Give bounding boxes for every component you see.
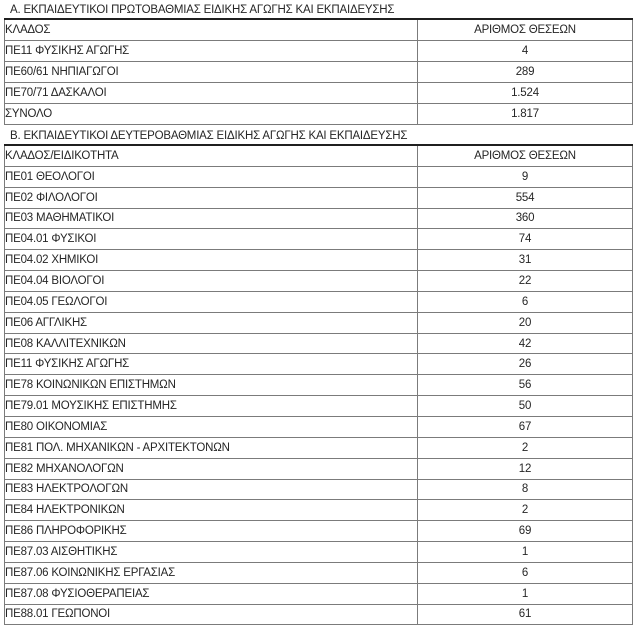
row-value-cell: 22 <box>417 270 633 292</box>
table-row: ΠΕ87.08 ΦΥΣΙΟΘΕΡΑΠΕΙΑΣ 1 <box>4 582 633 605</box>
column-header-positions: ΑΡΙΘΜΟΣ ΘΕΣΕΩΝ <box>417 144 633 167</box>
row-value-cell: 289 <box>417 61 633 83</box>
row-label-cell: ΠΕ02 ΦΙΛΟΛΟΓΟΙ <box>4 186 418 209</box>
section-b-title: Β. ΕΚΠΑΙΔΕΥΤΙΚΟΙ ΔΕΥΤΕΡΟΒΑΘΜΙΑΣ ΕΙΔΙΚΗΣ … <box>10 130 408 142</box>
row-value-cell: 1 <box>417 582 633 605</box>
section-a-title: Α. ΕΚΠΑΙΔΕΥΤΙΚΟΙ ΠΡΩΤΟΒΑΘΜΙΑΣ ΕΙΔΙΚΗΣ ΑΓ… <box>10 4 395 16</box>
table-row: ΣΥΝΟΛΟ 1.817 <box>4 103 633 125</box>
row-value-cell: 554 <box>417 186 633 209</box>
row-value-cell: 26 <box>417 353 633 376</box>
column-header-positions: ΑΡΙΘΜΟΣ ΘΕΣΕΩΝ <box>417 18 633 41</box>
table-row: ΠΕ70/71 ΔΑΣΚΑΛΟΙ 1.524 <box>4 82 633 104</box>
row-label-cell: ΠΕ04.05 ΓΕΩΛΟΓΟΙ <box>4 290 418 313</box>
column-header-klados-eidikotita: ΚΛΑΔΟΣ/ΕΙΔΙΚΟΤΗΤΑ <box>4 144 418 167</box>
table-row: ΠΕ04.05 ΓΕΩΛΟΓΟΙ 6 <box>4 290 633 313</box>
row-value-cell: 1.524 <box>417 82 633 104</box>
row-label-cell: ΠΕ60/61 ΝΗΠΙΑΓΩΓΟΙ <box>4 61 418 83</box>
row-value-cell: 42 <box>417 332 633 355</box>
table-row: ΠΕ84 ΗΛΕΚΤΡΟΝΙΚΩΝ 2 <box>4 499 633 522</box>
row-label-cell: ΠΕ81 ΠΟΛ. ΜΗΧΑΝΙΚΩΝ - ΑΡΧΙΤΕΚΤΟΝΩΝ <box>4 436 418 459</box>
row-label-cell: ΠΕ04.02 ΧΗΜΙΚΟΙ <box>4 249 418 272</box>
row-value-cell: 61 <box>417 603 633 625</box>
table-row: ΠΕ03 ΜΑΘΗΜΑΤΙΚΟΙ 360 <box>4 207 633 230</box>
table-row: ΠΕ87.03 ΑΙΣΘΗΤΙΚΗΣ 1 <box>4 541 633 563</box>
row-value-cell: 2 <box>417 436 633 459</box>
row-value-cell: 31 <box>417 249 633 272</box>
table-row: ΠΕ04.01 ΦΥΣΙΚΟΙ 74 <box>4 228 633 251</box>
table-row: ΠΕ79.01 ΜΟΥΣΙΚΗΣ ΕΠΙΣΤΗΜΗΣ 50 <box>4 395 633 417</box>
row-label-cell: ΠΕ83 ΗΛΕΚΤΡΟΛΟΓΩΝ <box>4 478 418 501</box>
table-row: ΠΕ87.06 ΚΟΙΝΩΝΙΚΗΣ ΕΡΓΑΣΙΑΣ 6 <box>4 561 633 584</box>
row-label-cell: ΠΕ70/71 ΔΑΣΚΑΛΟΙ <box>4 82 418 104</box>
table-row: ΠΕ06 ΑΓΓΛΙΚΗΣ 20 <box>4 311 633 334</box>
row-value-cell: 1.817 <box>417 103 633 125</box>
table-row: ΠΕ01 ΘΕΟΛΟΓΟΙ 9 <box>4 165 633 188</box>
row-label-cell: ΠΕ04.01 ΦΥΣΙΚΟΙ <box>4 228 418 251</box>
row-label-cell: ΠΕ87.08 ΦΥΣΙΟΘΕΡΑΠΕΙΑΣ <box>4 582 418 605</box>
table-row: ΠΕ78 ΚΟΙΝΩΝΙΚΩΝ ΕΠΙΣΤΗΜΩΝ 56 <box>4 374 633 397</box>
row-value-cell: 4 <box>417 40 633 62</box>
row-value-cell: 9 <box>417 165 633 188</box>
table-row: ΠΕ02 ΦΙΛΟΛΟΓΟΙ 554 <box>4 186 633 209</box>
table-row: ΠΕ82 ΜΗΧΑΝΟΛΟΓΩΝ 12 <box>4 457 633 480</box>
row-label-cell: ΠΕ78 ΚΟΙΝΩΝΙΚΩΝ ΕΠΙΣΤΗΜΩΝ <box>4 374 418 397</box>
primary-table-body: ΠΕ11 ΦΥΣΙΚΗΣ ΑΓΩΓΗΣ 4 ΠΕ60/61 ΝΗΠΙΑΓΩΓΟΙ 28… <box>4 40 633 125</box>
table-row: ΠΕ80 ΟΙΚΟΝΟΜΙΑΣ 67 <box>4 415 633 438</box>
secondary-table-body: ΠΕ01 ΘΕΟΛΟΓΟΙ 9 ΠΕ02 ΦΙΛΟΛΟΓΟΙ 554 ΠΕ03 ΜΑΘΗ… <box>4 165 633 625</box>
table-row: ΠΕ08 ΚΑΛΛΙΤΕΧΝΙΚΩΝ 42 <box>4 332 633 355</box>
row-value-cell: 8 <box>417 478 633 501</box>
row-value-cell: 12 <box>417 457 633 480</box>
section-primary-education: Α. ΕΚΠΑΙΔΕΥΤΙΚΟΙ ΠΡΩΤΟΒΑΘΜΙΑΣ ΕΙΔΙΚΗΣ ΑΓ… <box>4 4 641 125</box>
table-row: ΠΕ11 ΦΥΣΙΚΗΣ ΑΓΩΓΗΣ 4 <box>4 40 633 62</box>
row-value-cell: 67 <box>417 415 633 438</box>
table-row: ΠΕ04.04 ΒΙΟΛΟΓΟΙ 22 <box>4 270 633 292</box>
row-value-cell: 20 <box>417 311 633 334</box>
row-label-cell: ΠΕ01 ΘΕΟΛΟΓΟΙ <box>4 165 418 188</box>
row-label-cell: ΠΕ03 ΜΑΘΗΜΑΤΙΚΟΙ <box>4 207 418 230</box>
table-row: ΠΕ88.01 ΓΕΩΠΟΝΟΙ 61 <box>4 603 633 625</box>
row-label-cell: ΠΕ82 ΜΗΧΑΝΟΛΟΓΩΝ <box>4 457 418 480</box>
table-row: ΠΕ60/61 ΝΗΠΙΑΓΩΓΟΙ 289 <box>4 61 633 83</box>
row-label-cell: ΣΥΝΟΛΟ <box>4 103 418 125</box>
primary-positions-table: ΚΛΑΔΟΣ ΑΡΙΘΜΟΣ ΘΕΣΕΩΝ ΠΕ11 ΦΥΣΙΚΗΣ ΑΓΩΓΗ… <box>4 18 633 125</box>
row-value-cell: 50 <box>417 395 633 417</box>
row-label-cell: ΠΕ84 ΗΛΕΚΤΡΟΝΙΚΩΝ <box>4 499 418 522</box>
table-header-row: ΚΛΑΔΟΣ/ΕΙΔΙΚΟΤΗΤΑ ΑΡΙΘΜΟΣ ΘΕΣΕΩΝ <box>4 144 633 167</box>
row-label-cell: ΠΕ06 ΑΓΓΛΙΚΗΣ <box>4 311 418 334</box>
row-value-cell: 74 <box>417 228 633 251</box>
row-label-cell: ΠΕ87.06 ΚΟΙΝΩΝΙΚΗΣ ΕΡΓΑΣΙΑΣ <box>4 561 418 584</box>
row-label-cell: ΠΕ87.03 ΑΙΣΘΗΤΙΚΗΣ <box>4 541 418 563</box>
table-row: ΠΕ11 ΦΥΣΙΚΗΣ ΑΓΩΓΗΣ 26 <box>4 353 633 376</box>
row-value-cell: 2 <box>417 499 633 522</box>
row-value-cell: 1 <box>417 541 633 563</box>
row-label-cell: ΠΕ88.01 ΓΕΩΠΟΝΟΙ <box>4 603 418 625</box>
row-value-cell: 6 <box>417 561 633 584</box>
secondary-positions-table: ΚΛΑΔΟΣ/ΕΙΔΙΚΟΤΗΤΑ ΑΡΙΘΜΟΣ ΘΕΣΕΩΝ ΠΕ01 ΘΕ… <box>4 144 633 625</box>
row-value-cell: 360 <box>417 207 633 230</box>
row-value-cell: 56 <box>417 374 633 397</box>
row-value-cell: 69 <box>417 520 633 543</box>
row-label-cell: ΠΕ79.01 ΜΟΥΣΙΚΗΣ ΕΠΙΣΤΗΜΗΣ <box>4 395 418 417</box>
row-label-cell: ΠΕ11 ΦΥΣΙΚΗΣ ΑΓΩΓΗΣ <box>4 353 418 376</box>
column-header-klados: ΚΛΑΔΟΣ <box>4 18 418 41</box>
row-value-cell: 6 <box>417 290 633 313</box>
row-label-cell: ΠΕ86 ΠΛΗΡΟΦΟΡΙΚΗΣ <box>4 520 418 543</box>
row-label-cell: ΠΕ11 ΦΥΣΙΚΗΣ ΑΓΩΓΗΣ <box>4 40 418 62</box>
table-header-row: ΚΛΑΔΟΣ ΑΡΙΘΜΟΣ ΘΕΣΕΩΝ <box>4 18 633 41</box>
table-row: ΠΕ81 ΠΟΛ. ΜΗΧΑΝΙΚΩΝ - ΑΡΧΙΤΕΚΤΟΝΩΝ 2 <box>4 436 633 459</box>
row-label-cell: ΠΕ80 ΟΙΚΟΝΟΜΙΑΣ <box>4 415 418 438</box>
table-row: ΠΕ86 ΠΛΗΡΟΦΟΡΙΚΗΣ 69 <box>4 520 633 543</box>
table-row: ΠΕ83 ΗΛΕΚΤΡΟΛΟΓΩΝ 8 <box>4 478 633 501</box>
row-label-cell: ΠΕ04.04 ΒΙΟΛΟΓΟΙ <box>4 270 418 292</box>
section-secondary-education: Β. ΕΚΠΑΙΔΕΥΤΙΚΟΙ ΔΕΥΤΕΡΟΒΑΘΜΙΑΣ ΕΙΔΙΚΗΣ … <box>4 130 641 625</box>
table-row: ΠΕ04.02 ΧΗΜΙΚΟΙ 31 <box>4 249 633 272</box>
row-label-cell: ΠΕ08 ΚΑΛΛΙΤΕΧΝΙΚΩΝ <box>4 332 418 355</box>
